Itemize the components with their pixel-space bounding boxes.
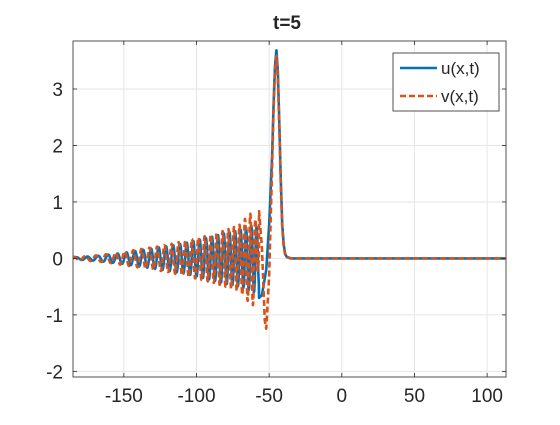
y-tick-label: 2 [52, 136, 63, 157]
y-tick-label: 0 [52, 249, 63, 270]
y-tick-label: -2 [46, 362, 63, 383]
series-layer [73, 49, 506, 330]
chart-title: t=5 [273, 13, 301, 34]
x-tick-label: 100 [471, 386, 503, 407]
plot-area [72, 40, 507, 378]
x-tick-label: -150 [105, 386, 143, 407]
legend-label-v: v(x,t) [441, 87, 479, 106]
y-tick-label: -1 [46, 306, 63, 327]
legend-box [392, 52, 500, 112]
legend: u(x,t) v(x,t) [392, 52, 500, 112]
x-tick-label: -100 [177, 386, 215, 407]
y-tick-label: 1 [52, 193, 63, 214]
legend-label-u: u(x,t) [441, 59, 480, 78]
x-tick-label: 50 [404, 386, 425, 407]
axes: -150 -100 -50 0 50 100 -2 -1 0 1 2 3 [46, 41, 506, 407]
series-line-v [73, 54, 506, 330]
x-tick-label: 0 [337, 386, 348, 407]
y-tick-label: 3 [52, 80, 63, 101]
x-tick-label: -50 [255, 386, 282, 407]
